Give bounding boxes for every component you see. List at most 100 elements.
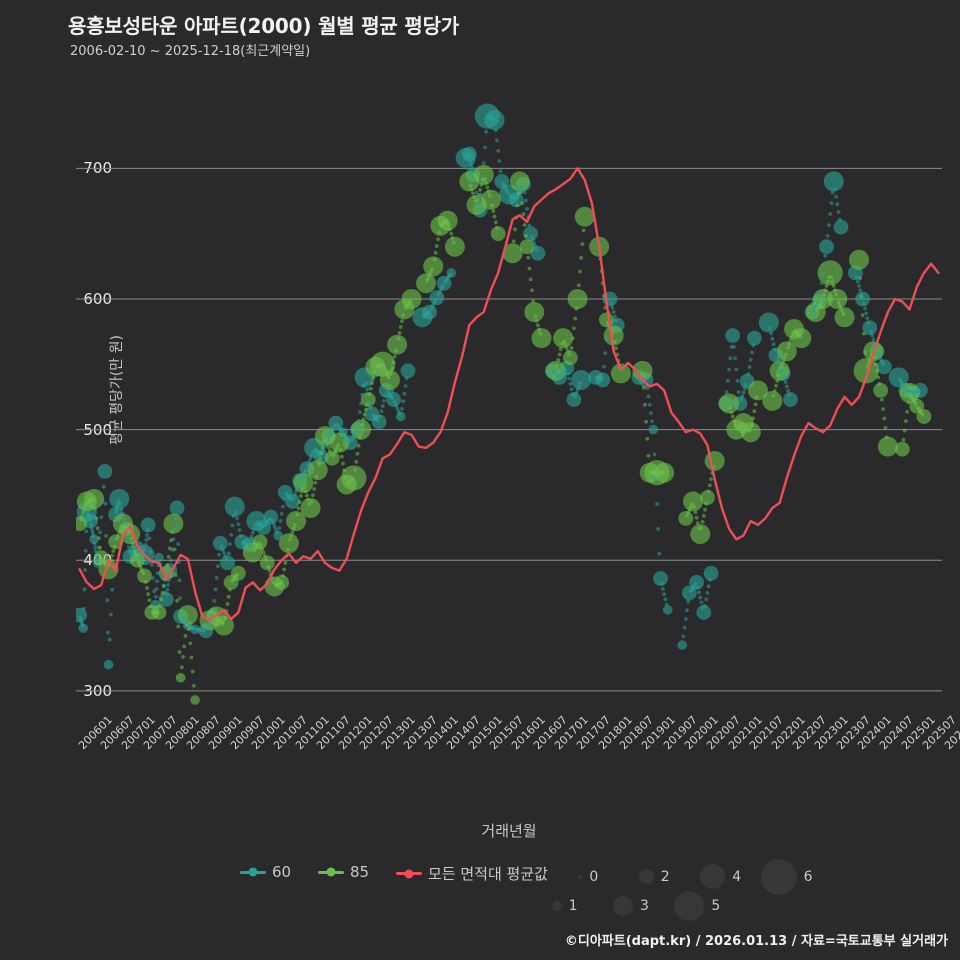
scatter-point <box>224 496 245 517</box>
scatter-point <box>758 312 779 333</box>
size-legend-bubble <box>761 859 797 895</box>
trail-dot <box>697 590 701 595</box>
trail-dot <box>875 368 879 373</box>
scatter-point <box>747 380 768 401</box>
trail-dot <box>312 487 317 491</box>
trail-dot <box>147 536 152 541</box>
trail-dot <box>238 534 243 538</box>
trail-dot <box>390 366 395 371</box>
trail-dot <box>173 573 178 577</box>
trail-dot <box>569 346 574 350</box>
trail-dot <box>479 183 484 187</box>
trail-dot <box>771 393 776 398</box>
legend-item-3[interactable]: 모든 면적대 평균값 <box>396 863 548 884</box>
trail-dot <box>145 533 149 537</box>
trail-dot <box>390 396 395 400</box>
scatter-point <box>259 555 275 571</box>
scatter-point <box>490 226 506 242</box>
trail-dot <box>884 435 889 440</box>
trail-dot <box>225 602 230 606</box>
trail-dot <box>105 630 110 635</box>
trail-dot <box>555 363 560 368</box>
trail-dot <box>706 584 711 589</box>
trail-dot <box>741 390 746 395</box>
size-legend-label: 0 <box>589 868 599 885</box>
scatter-point <box>523 226 539 242</box>
trail-dot <box>689 502 694 507</box>
trail-dot <box>511 239 516 244</box>
trail-dot <box>519 190 523 195</box>
trail-dot <box>748 357 753 362</box>
trail-dot <box>177 650 182 654</box>
trail-dot <box>497 159 502 163</box>
trail-dot <box>655 502 659 506</box>
trail-dot <box>433 298 438 302</box>
scatter-point <box>307 460 328 481</box>
trail-dot <box>277 526 282 531</box>
trail-dot <box>272 524 277 529</box>
scatter-point <box>632 360 653 381</box>
trail-dot <box>167 546 172 551</box>
trail-dot <box>879 397 884 402</box>
trail-dot <box>603 351 608 355</box>
trail-dot <box>93 549 98 553</box>
legend-item-2[interactable]: 85 <box>318 863 369 881</box>
trail-dot <box>94 553 99 557</box>
size-legend-bubble <box>552 901 562 911</box>
trail-dot <box>248 538 253 543</box>
scatter-point <box>519 239 535 255</box>
trail-dot <box>486 189 491 194</box>
trail-dot <box>361 417 366 422</box>
scatter-point <box>175 672 186 683</box>
trail-dot <box>188 641 193 646</box>
trail-dot <box>160 590 165 595</box>
trail-dot <box>299 493 303 498</box>
trail-dot <box>371 375 375 380</box>
trail-dot <box>158 604 163 608</box>
trail-dot <box>107 637 112 642</box>
trail-dot <box>523 233 528 238</box>
trail-dot <box>155 610 160 615</box>
trail-dot <box>216 564 220 569</box>
scatter-point <box>212 535 228 551</box>
trail-dot <box>732 418 736 423</box>
trail-dot <box>750 350 754 355</box>
trail-dot <box>342 468 347 473</box>
trail-dot <box>114 536 119 541</box>
trail-dot <box>704 597 709 602</box>
trail-dot <box>883 425 888 430</box>
trail-dot <box>732 344 736 349</box>
trail-dot <box>490 203 495 208</box>
page-subtitle: 2006-02-10 ~ 2025-12-18(최근계약일) <box>70 44 311 59</box>
scatter-point <box>696 605 712 620</box>
trail-dot <box>143 543 148 547</box>
trail-dot <box>533 244 538 249</box>
trail-dot <box>646 453 651 458</box>
legend-item-1[interactable]: 60 <box>240 863 291 881</box>
scatter-point <box>823 171 844 192</box>
trail-dot <box>468 159 473 163</box>
trail-dot <box>250 530 255 535</box>
legend-label: 60 <box>272 863 292 881</box>
scatter-point <box>876 359 892 375</box>
trail-dot <box>122 516 127 521</box>
trail-dot <box>80 514 84 519</box>
trail-dot <box>833 288 837 293</box>
trail-dot <box>746 372 751 376</box>
trail-dot <box>485 185 490 190</box>
trail-dot <box>558 347 563 351</box>
trail-dot <box>365 402 369 407</box>
trail-dot <box>525 206 529 211</box>
trail-dot <box>834 292 839 297</box>
trail-dot <box>169 558 173 563</box>
trail-dot <box>469 166 474 170</box>
trail-dot <box>90 497 95 502</box>
trail-dot <box>400 407 404 411</box>
trail-dot <box>155 571 160 576</box>
scatter-point <box>169 500 185 516</box>
size-legend-row: 1 3 5 <box>552 891 728 922</box>
trail-dot <box>492 214 497 219</box>
trail-dot <box>341 461 345 466</box>
trail-dot <box>356 443 361 448</box>
trail-dot <box>89 525 94 530</box>
